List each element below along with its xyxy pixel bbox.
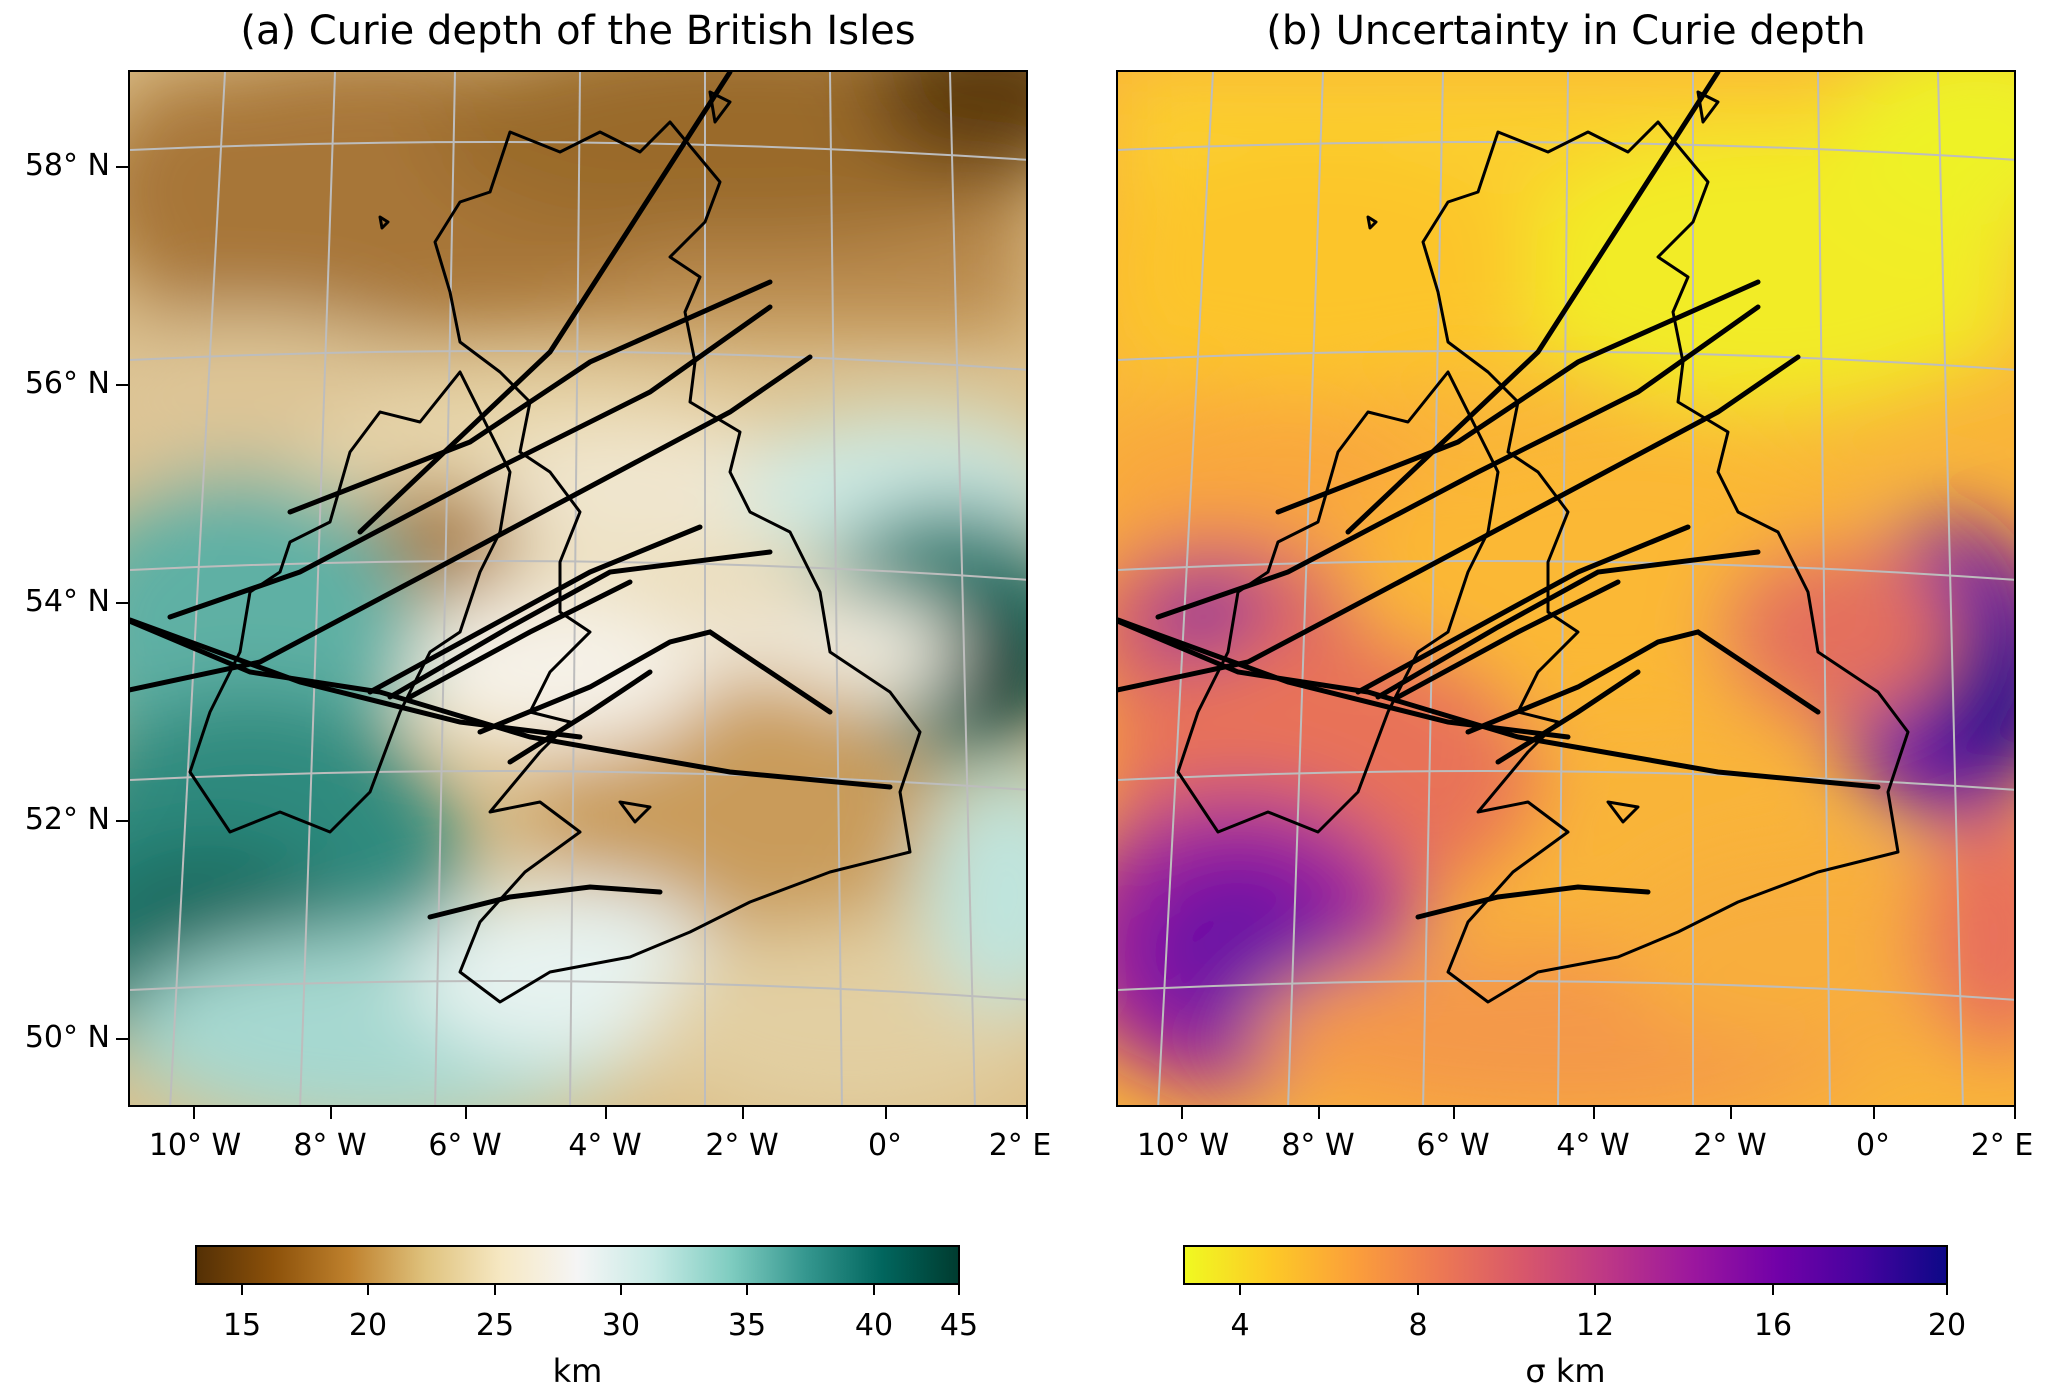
uncertainty-colorbar [1183, 1245, 1948, 1285]
cbar-a-label-30: 30 [601, 1308, 641, 1343]
cbar-b-tick-4 [1239, 1285, 1241, 1295]
lat-label-50n: 50° N [24, 1020, 110, 1055]
curie-depth-colorbar [195, 1245, 960, 1285]
cbar-b-tick-12 [1594, 1285, 1596, 1295]
graticule [130, 72, 1026, 1105]
lon-tick-a-4w [605, 1107, 607, 1119]
lon-label-a-4w: 4° W [568, 1128, 642, 1163]
cbar-a-label-40: 40 [854, 1308, 894, 1343]
lat-tick-58n [116, 166, 128, 168]
cbar-b-tick-8 [1417, 1285, 1419, 1295]
lon-label-a-2e: 2° E [988, 1128, 1052, 1163]
lat-tick-50n [116, 1038, 128, 1040]
lon-label-a-2w: 2° W [705, 1128, 779, 1163]
lon-label-a-6w: 6° W [428, 1128, 502, 1163]
panel-b-title: (b) Uncertainty in Curie depth [1266, 8, 1866, 54]
lon-tick-b-10w [1181, 1107, 1183, 1119]
lon-tick-a-8w [330, 1107, 332, 1119]
lat-label-56n: 56° N [24, 366, 110, 401]
cbar-a-tick-30 [620, 1285, 622, 1295]
lon-tick-b-2e [2014, 1107, 2016, 1119]
cbar-b-label-12: 12 [1575, 1308, 1615, 1343]
cbar-a-tick-45 [958, 1285, 960, 1295]
lat-label-52n: 52° N [24, 802, 110, 837]
cbar-b-tick-20 [1946, 1285, 1948, 1295]
cbar-a-tick-35 [746, 1285, 748, 1295]
lat-tick-56n [116, 384, 128, 386]
lat-tick-54n [116, 602, 128, 604]
cbar-a-tick-40 [873, 1285, 875, 1295]
coastlines [188, 90, 922, 1004]
lon-tick-a-6w [465, 1107, 467, 1119]
cbar-b-tick-16 [1772, 1285, 1774, 1295]
uncertainty-map [1116, 70, 2016, 1107]
lon-label-a-8w: 8° W [293, 1128, 367, 1163]
lon-label-b-2w: 2° W [1693, 1128, 1767, 1163]
panel-a-title: (a) Curie depth of the British Isles [240, 8, 916, 54]
lon-label-a-10w: 10° W [148, 1128, 242, 1163]
lon-tick-a-10w [193, 1107, 195, 1119]
lon-tick-b-2w [1730, 1107, 1732, 1119]
cbar-b-label-16: 16 [1753, 1308, 1793, 1343]
cbar-a-tick-25 [494, 1285, 496, 1295]
lon-label-b-4w: 4° W [1556, 1128, 1630, 1163]
lon-tick-b-4w [1593, 1107, 1595, 1119]
lat-tick-52n [116, 820, 128, 822]
lat-label-58n: 58° N [24, 148, 110, 183]
cbar-a-tick-15 [241, 1285, 243, 1295]
lon-label-b-8w: 8° W [1281, 1128, 1355, 1163]
curie-depth-map-canvas [130, 72, 1026, 1105]
cbar-a-label-25: 25 [475, 1308, 515, 1343]
lon-label-b-2e: 2° E [1970, 1128, 2034, 1163]
coastlines [1176, 90, 1910, 1004]
fault-lines [130, 72, 893, 920]
lon-label-b-0: 0° [1855, 1128, 1891, 1163]
lon-tick-a-2w [742, 1107, 744, 1119]
cbar-a-label-20: 20 [348, 1308, 388, 1343]
lon-label-b-6w: 6° W [1416, 1128, 1490, 1163]
fault-lines [1118, 72, 1881, 920]
cbar-a-label-15: 15 [222, 1308, 262, 1343]
cbar-a-label-45: 45 [939, 1308, 979, 1343]
cbar-b-label-4: 4 [1230, 1308, 1250, 1343]
cbar-b-label-20: 20 [1927, 1308, 1967, 1343]
cbar-a-tick-20 [367, 1285, 369, 1295]
lon-tick-b-0 [1873, 1107, 1875, 1119]
lat-label-54n: 54° N [24, 584, 110, 619]
lon-tick-a-0 [885, 1107, 887, 1119]
cbar-b-label-8: 8 [1408, 1308, 1428, 1343]
lon-label-a-0: 0° [867, 1128, 903, 1163]
cbar-a-unit-label: km [552, 1352, 603, 1390]
lon-tick-b-8w [1318, 1107, 1320, 1119]
cbar-b-unit-label: σ km [1525, 1352, 1606, 1390]
uncertainty-map-canvas [1118, 72, 2014, 1105]
lon-tick-a-2e [1026, 1107, 1028, 1119]
cbar-a-label-35: 35 [727, 1308, 767, 1343]
lon-tick-b-6w [1453, 1107, 1455, 1119]
lon-label-b-10w: 10° W [1136, 1128, 1230, 1163]
curie-depth-map [128, 70, 1028, 1107]
